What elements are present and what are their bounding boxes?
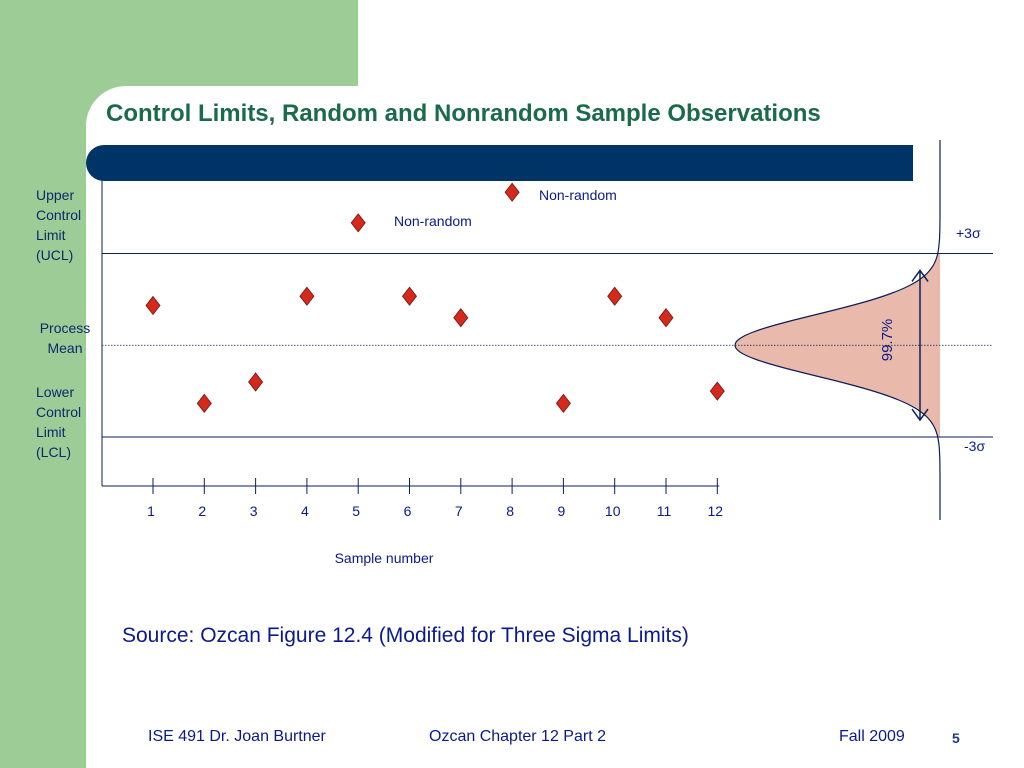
x-tick-label: 6 xyxy=(404,503,412,519)
data-point xyxy=(709,381,725,401)
control-limit-lines xyxy=(102,252,993,438)
minus-3-sigma-label: -3σ xyxy=(964,438,985,454)
data-point xyxy=(299,286,315,306)
data-point xyxy=(401,286,418,306)
footer-chapter: Ozcan Chapter 12 Part 2 xyxy=(429,728,606,745)
coverage-label: 99.7% xyxy=(879,319,896,362)
data-point xyxy=(555,393,571,414)
data-point xyxy=(145,295,161,316)
x-axis-label: Sample number xyxy=(335,550,434,566)
x-tick-label: 11 xyxy=(657,503,672,519)
process-mean-label: Process Mean xyxy=(39,320,91,356)
plus-3-sigma-label: +3σ xyxy=(956,225,981,241)
sample-points xyxy=(145,182,725,414)
source-note: Source: Ozcan Figure 12.4 (Modified for … xyxy=(122,624,689,647)
data-point xyxy=(658,308,674,328)
x-tick-label: 9 xyxy=(558,503,566,519)
x-tick-label: 8 xyxy=(506,503,514,519)
ucl-label: Upper Control Limit (UCL) xyxy=(36,187,82,263)
normal-curve xyxy=(734,140,941,520)
x-tick-label: 5 xyxy=(352,503,360,519)
content-panel xyxy=(86,86,1024,768)
data-point xyxy=(607,286,623,306)
x-tick-label: 7 xyxy=(455,503,463,519)
nonrandom-label: Non-random xyxy=(394,213,472,229)
data-point xyxy=(453,308,469,328)
x-tick-label: 10 xyxy=(605,503,621,519)
lcl-label: Lower Control Limit (LCL) xyxy=(36,384,82,460)
footer-course: ISE 491 Dr. Joan Burtner xyxy=(148,728,326,745)
data-point xyxy=(196,393,212,414)
coverage-arrow xyxy=(911,269,929,422)
title-bar xyxy=(86,145,913,181)
data-point xyxy=(350,213,366,233)
slide-title: Control Limits, Random and Nonrandom Sam… xyxy=(106,100,821,127)
x-tick-label: 1 xyxy=(147,503,155,519)
x-tick-label: 12 xyxy=(708,503,724,519)
nonrandom-label: Non-random xyxy=(539,187,617,203)
footer-term: Fall 2009 xyxy=(839,728,905,745)
page-number: 5 xyxy=(952,730,960,746)
arrow-head-up xyxy=(911,269,929,282)
x-tick-label: 3 xyxy=(250,503,258,519)
chart-axes xyxy=(101,180,720,487)
data-point xyxy=(504,182,520,202)
arrow-head-down xyxy=(911,408,929,422)
x-tick-label: 2 xyxy=(198,503,206,519)
data-point xyxy=(248,372,264,392)
x-tick-label: 4 xyxy=(301,503,309,519)
x-ticks: 1 2 3 4 5 6 7 8 9 10 11 12 xyxy=(147,478,723,519)
